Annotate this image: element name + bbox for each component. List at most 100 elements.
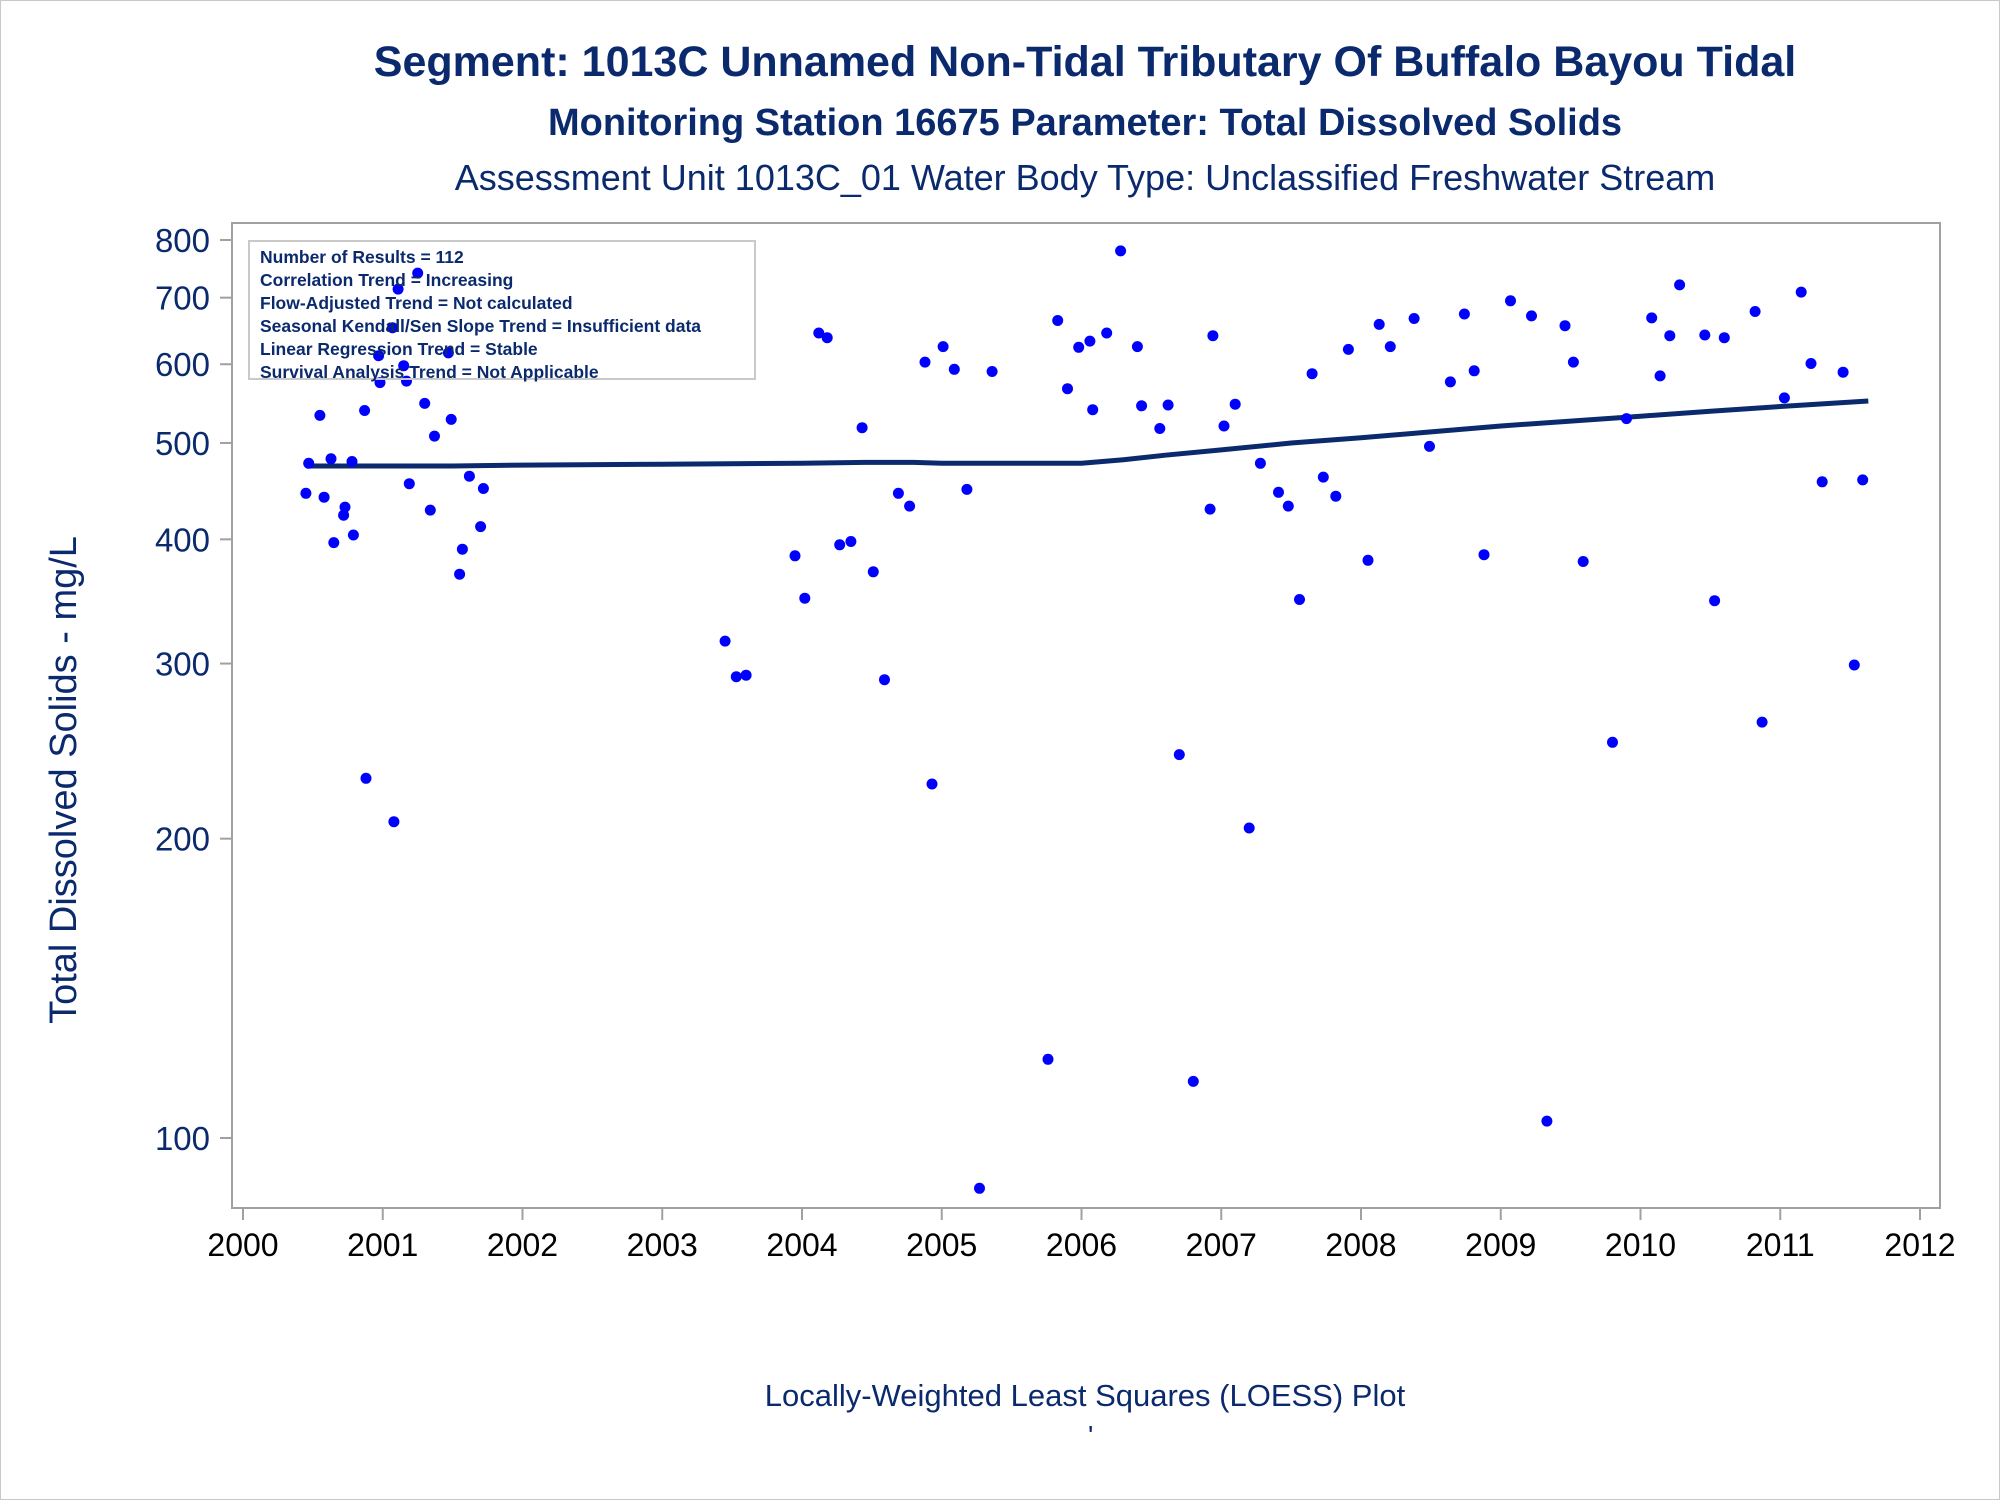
x-tick-label: 2010 bbox=[1605, 1227, 1676, 1263]
data-point bbox=[789, 550, 801, 562]
data-point bbox=[1646, 312, 1658, 324]
statistics-box: Number of Results = 112 Correlation Tren… bbox=[248, 240, 756, 382]
data-point bbox=[1567, 356, 1579, 368]
data-point bbox=[424, 504, 436, 516]
data-point bbox=[919, 356, 931, 368]
data-point bbox=[856, 422, 868, 434]
data-point bbox=[1424, 440, 1435, 452]
x-tick-label: 2005 bbox=[906, 1227, 977, 1263]
data-point bbox=[1749, 306, 1761, 317]
data-point bbox=[1699, 329, 1711, 341]
data-point bbox=[1162, 399, 1174, 411]
data-point bbox=[338, 509, 350, 521]
data-point bbox=[1373, 318, 1385, 330]
footnote: Locally-Weighted Least Squares (LOESS) P… bbox=[764, 1378, 1406, 1413]
stat-linear-regression-trend: Linear Regression Trend = Stable bbox=[260, 339, 538, 359]
data-point bbox=[1577, 556, 1589, 567]
data-point bbox=[419, 397, 431, 409]
y-tick-label: 100 bbox=[155, 1120, 210, 1157]
x-tick-label: 2002 bbox=[487, 1227, 558, 1263]
data-point bbox=[429, 430, 440, 442]
data-point bbox=[1541, 1115, 1553, 1127]
data-point bbox=[961, 483, 973, 495]
data-point bbox=[1136, 400, 1148, 412]
data-point bbox=[1384, 341, 1396, 353]
data-point bbox=[1254, 457, 1266, 469]
data-point bbox=[948, 363, 960, 375]
data-point bbox=[314, 409, 326, 421]
data-point bbox=[821, 332, 833, 344]
y-tick-label: 600 bbox=[155, 346, 210, 383]
y-tick-label: 400 bbox=[155, 521, 210, 558]
data-point bbox=[1084, 335, 1096, 347]
x-tick-label: 2009 bbox=[1465, 1227, 1536, 1263]
data-point bbox=[303, 457, 315, 469]
data-point bbox=[1087, 404, 1099, 416]
footnote-mark: ' bbox=[1088, 1420, 1094, 1451]
data-point bbox=[1526, 310, 1537, 322]
data-point bbox=[1282, 500, 1294, 512]
data-point bbox=[1317, 471, 1329, 483]
data-point bbox=[325, 453, 337, 465]
data-point bbox=[1243, 822, 1255, 834]
data-point bbox=[904, 500, 916, 512]
data-point bbox=[412, 267, 424, 279]
data-point bbox=[879, 674, 890, 686]
data-point bbox=[1468, 365, 1480, 377]
data-point bbox=[1795, 286, 1807, 298]
y-tick-label: 500 bbox=[155, 425, 210, 462]
data-point bbox=[1505, 295, 1516, 307]
stat-correlation-trend: Correlation Trend = Increasing bbox=[260, 270, 514, 290]
data-point bbox=[813, 327, 825, 339]
data-point bbox=[1718, 332, 1730, 344]
data-point bbox=[373, 350, 385, 362]
data-point bbox=[1173, 749, 1185, 761]
x-tick-label: 2006 bbox=[1046, 1227, 1117, 1263]
data-point bbox=[1101, 327, 1113, 339]
data-point bbox=[1607, 736, 1618, 748]
x-tick-label: 2007 bbox=[1186, 1227, 1257, 1263]
data-point bbox=[1444, 376, 1456, 388]
data-point bbox=[463, 470, 475, 482]
data-point bbox=[799, 592, 811, 604]
y-tick-label: 700 bbox=[155, 280, 210, 317]
data-point bbox=[1207, 330, 1219, 342]
data-point bbox=[359, 405, 371, 416]
loess-trend-line bbox=[308, 398, 1869, 469]
data-point bbox=[1848, 659, 1860, 671]
data-point bbox=[1621, 413, 1632, 425]
x-tick-label: 2012 bbox=[1884, 1227, 1955, 1263]
x-tick-label: 2001 bbox=[347, 1227, 418, 1263]
data-point bbox=[346, 456, 358, 467]
data-point bbox=[1478, 549, 1490, 561]
data-point bbox=[360, 772, 372, 784]
y-axis-label: Total Dissolved Solids - mg/L bbox=[43, 536, 85, 1024]
data-point bbox=[445, 413, 457, 425]
data-point bbox=[1273, 486, 1284, 498]
stat-survival-analysis-trend: Survival Analysis Trend = Not Applicable bbox=[260, 362, 599, 382]
data-point bbox=[477, 483, 489, 494]
data-point bbox=[1187, 1075, 1199, 1087]
data-point bbox=[1362, 554, 1374, 566]
data-point bbox=[1042, 1053, 1054, 1065]
data-point bbox=[300, 487, 312, 499]
data-point bbox=[1559, 320, 1571, 332]
data-point bbox=[398, 360, 410, 372]
x-tick-label: 2004 bbox=[766, 1227, 837, 1263]
data-point bbox=[845, 536, 857, 547]
data-point bbox=[318, 491, 330, 503]
data-point bbox=[1857, 474, 1869, 486]
data-point bbox=[392, 283, 404, 295]
data-point bbox=[339, 501, 351, 513]
y-tick-label: 200 bbox=[155, 821, 210, 858]
y-tick-label: 800 bbox=[155, 222, 210, 259]
data-point bbox=[1837, 366, 1849, 378]
data-point bbox=[1778, 392, 1790, 404]
data-point bbox=[719, 635, 731, 647]
stat-seasonal-kendall-trend: Seasonal Kendall/Sen Slope Trend = Insuf… bbox=[260, 316, 702, 336]
data-point bbox=[403, 478, 415, 490]
x-tick-label: 2011 bbox=[1746, 1227, 1815, 1263]
data-point bbox=[1062, 383, 1073, 395]
data-point bbox=[1330, 490, 1342, 502]
data-point bbox=[1306, 368, 1318, 380]
